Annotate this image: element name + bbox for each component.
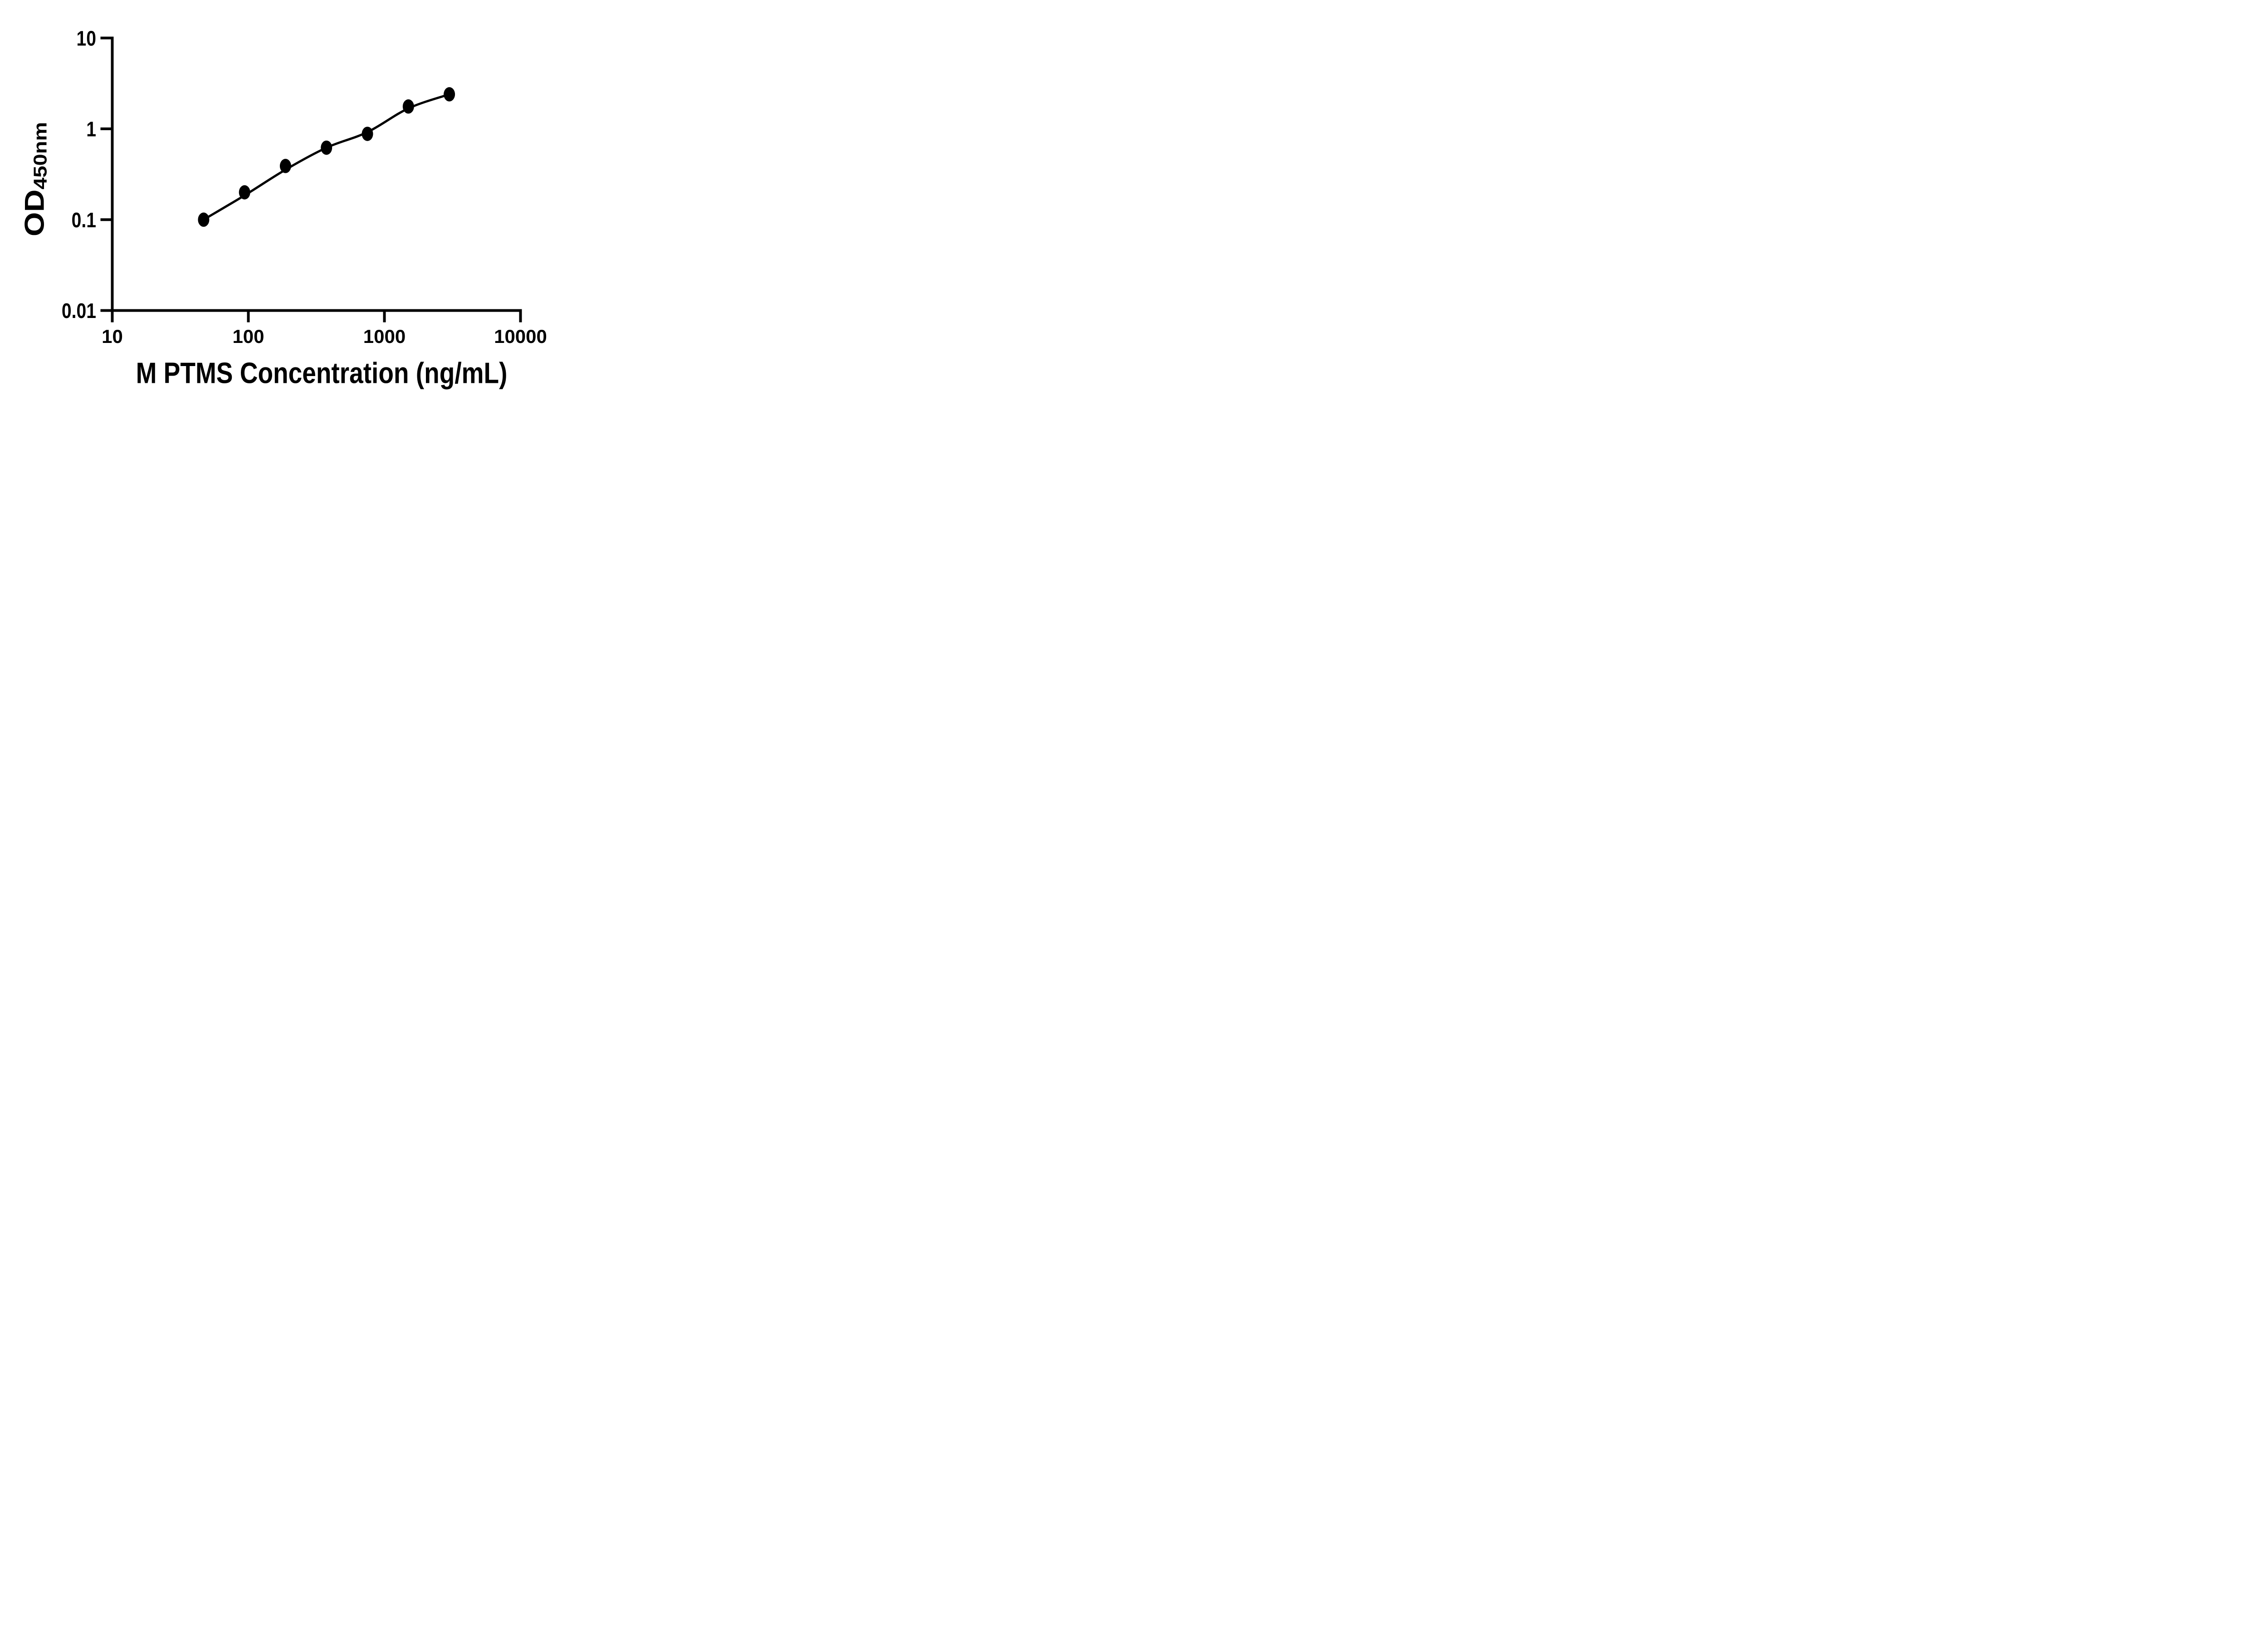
- x-tick-1000: [383, 312, 386, 323]
- x-tick-label-1000: 1000: [363, 326, 406, 347]
- data-point-2: [239, 185, 250, 200]
- x-tick-10: [111, 312, 114, 323]
- elisa-standard-curve-figure: 10 1 0.1 0.01 10 100 1000 10000 OD450nm M PTMS …: [0, 0, 583, 408]
- x-tick-10000: [519, 312, 522, 323]
- y-axis-title-subscript: 450nm: [29, 122, 51, 190]
- x-axis-title: M PTMS Concentration (ng/mL): [136, 356, 508, 390]
- fit-curve: [202, 93, 451, 221]
- y-tick-0.01: [100, 309, 111, 312]
- x-tick-label-100: 100: [232, 326, 264, 347]
- y-tick-10: [100, 36, 111, 39]
- y-axis-line: [111, 36, 114, 312]
- x-axis-line: [111, 309, 522, 312]
- x-tick-100: [247, 312, 250, 323]
- x-tick-label-10: 10: [102, 326, 123, 347]
- data-point-7: [444, 87, 455, 102]
- plot-canvas: 10 1 0.1 0.01 10 100 1000 10000: [62, 27, 547, 347]
- y-axis-title-main: OD: [19, 189, 50, 237]
- y-tick-label-0.01: 0.01: [62, 299, 96, 323]
- data-point-3: [279, 159, 291, 173]
- y-axis-title: OD450nm: [19, 122, 51, 236]
- y-tick-label-0.1: 0.1: [72, 209, 96, 232]
- data-point-4: [321, 140, 332, 155]
- y-tick-0.1: [100, 218, 111, 221]
- data-point-5: [362, 127, 373, 141]
- data-point-6: [402, 99, 414, 114]
- y-tick-label-1: 1: [86, 118, 96, 142]
- data-point-1: [198, 212, 210, 227]
- y-tick-label-10: 10: [77, 27, 96, 50]
- x-tick-label-10000: 10000: [494, 326, 547, 347]
- y-tick-1: [100, 127, 111, 130]
